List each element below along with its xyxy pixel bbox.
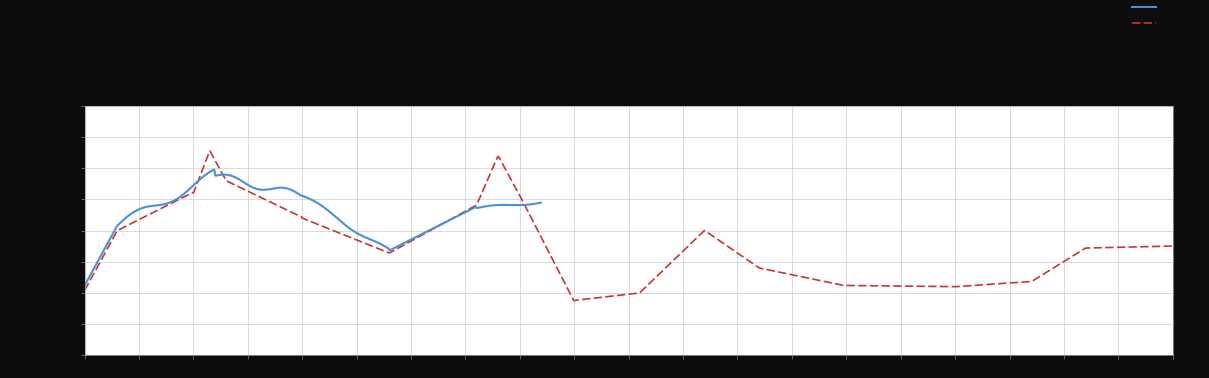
Legend: , : , [1128, 0, 1168, 32]
